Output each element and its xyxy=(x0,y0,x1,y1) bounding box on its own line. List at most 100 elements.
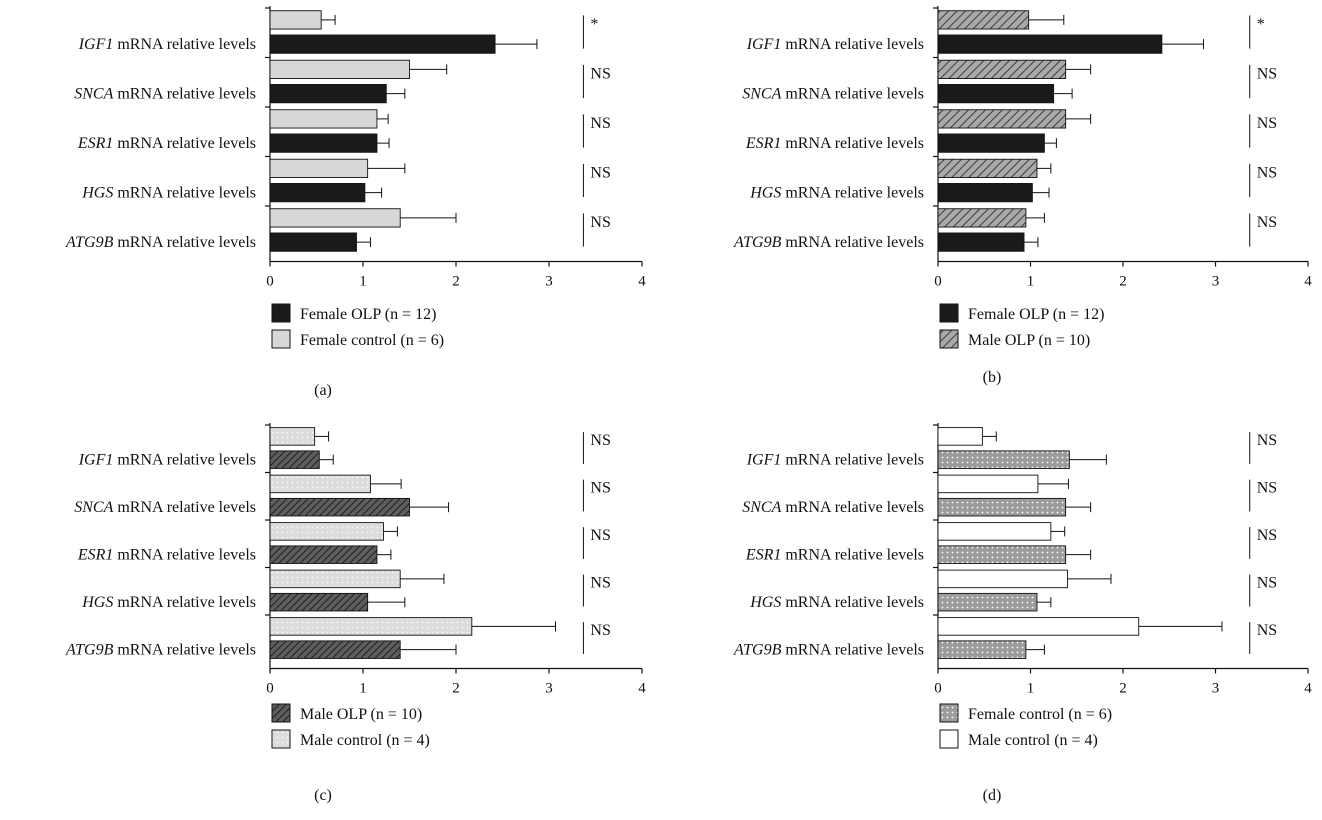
significance-label: NS xyxy=(590,164,610,181)
gene-name: HGS xyxy=(81,594,113,611)
significance-label: NS xyxy=(590,65,610,82)
significance-label: NS xyxy=(590,574,610,591)
gene-name: SNCA xyxy=(74,86,113,103)
category-label: HGS mRNA relative levels xyxy=(81,185,256,202)
bar xyxy=(937,208,1027,228)
category-label: SNCA mRNA relative levels xyxy=(74,499,256,516)
category-label: ATG9B mRNA relative levels xyxy=(65,234,256,251)
x-tick-label: 2 xyxy=(1119,274,1127,290)
legend-label: Male OLP (n = 10) xyxy=(300,706,422,723)
gene-name: IGF1 xyxy=(78,36,114,53)
bar xyxy=(937,84,1055,104)
gene-name: SNCA xyxy=(742,86,781,103)
panel-caption: (b) xyxy=(983,369,1002,386)
category-suffix: mRNA relative levels xyxy=(113,594,256,611)
x-tick-label: 4 xyxy=(638,274,646,290)
panel-caption: (c) xyxy=(314,787,332,804)
category-suffix: mRNA relative levels xyxy=(781,547,924,564)
gene-name: IGF1 xyxy=(746,36,782,53)
significance-label: NS xyxy=(1257,622,1277,639)
legend-n: (n = 12) xyxy=(385,306,437,323)
legend-label: Female OLP (n = 12) xyxy=(968,306,1104,323)
gene-name: ATG9B xyxy=(733,234,782,251)
significance-label: NS xyxy=(590,432,610,449)
category-suffix: mRNA relative levels xyxy=(781,594,924,611)
category-suffix: mRNA relative levels xyxy=(781,36,924,53)
category-label: ATG9B mRNA relative levels xyxy=(65,642,256,659)
significance-label: NS xyxy=(1257,115,1277,132)
bar xyxy=(269,84,387,104)
category-suffix: mRNA relative levels xyxy=(113,185,256,202)
category-suffix: mRNA relative levels xyxy=(113,234,256,251)
legend-label: Male OLP (n = 10) xyxy=(968,332,1090,349)
bar xyxy=(269,232,357,252)
gene-name: IGF1 xyxy=(78,452,114,469)
bar xyxy=(269,569,401,589)
gene-name: ATG9B xyxy=(65,234,114,251)
category-label: ATG9B mRNA relative levels xyxy=(733,642,924,659)
bar xyxy=(937,427,983,446)
significance-label: NS xyxy=(590,115,610,132)
gene-name: SNCA xyxy=(74,499,113,516)
bar xyxy=(937,474,1039,494)
legend-swatch xyxy=(271,729,291,749)
x-tick-label: 2 xyxy=(452,681,460,697)
category-label: HGS mRNA relative levels xyxy=(81,594,256,611)
legend-text: Female OLP xyxy=(968,306,1053,323)
significance-label: NS xyxy=(590,479,610,496)
bar xyxy=(937,640,1027,659)
significance-label: NS xyxy=(1257,479,1277,496)
bar xyxy=(269,474,371,494)
panel-caption: (a) xyxy=(314,382,332,399)
gene-name: SNCA xyxy=(742,499,781,516)
gene-name: HGS xyxy=(749,185,781,202)
bar xyxy=(269,640,401,659)
category-label: ATG9B mRNA relative levels xyxy=(733,234,924,251)
legend-swatch xyxy=(271,703,291,723)
bar xyxy=(937,34,1163,54)
legend-n: (n = 4) xyxy=(386,732,430,749)
category-label: ESR1 mRNA relative levels xyxy=(745,135,924,152)
category-suffix: mRNA relative levels xyxy=(113,499,256,516)
legend-n: (n = 6) xyxy=(400,332,444,349)
gene-name: ESR1 xyxy=(745,547,782,564)
legend-text: Male control xyxy=(968,732,1054,749)
gene-name: ATG9B xyxy=(733,642,782,659)
significance-label: NS xyxy=(1257,527,1277,544)
bar xyxy=(937,59,1067,79)
x-tick-label: 3 xyxy=(1212,681,1220,697)
legend-text: Male control xyxy=(300,732,386,749)
legend-swatch xyxy=(939,729,959,749)
x-tick-label: 4 xyxy=(1304,681,1312,697)
category-suffix: mRNA relative levels xyxy=(781,234,924,251)
significance-label: NS xyxy=(590,527,610,544)
bar xyxy=(937,592,1038,612)
chart-panel: 0 1 2 3 4 IGF1 mRNA relative levels * SNCA mRNA… xyxy=(733,6,1312,386)
bar xyxy=(937,497,1067,517)
bar xyxy=(937,450,1070,469)
category-label: HGS mRNA relative levels xyxy=(749,594,924,611)
legend-text: Male OLP xyxy=(300,706,371,723)
category-suffix: mRNA relative levels xyxy=(781,499,924,516)
bar xyxy=(937,10,1030,30)
gene-name: ATG9B xyxy=(65,642,114,659)
significance-label: NS xyxy=(1257,65,1277,82)
category-label: ESR1 mRNA relative levels xyxy=(77,135,256,152)
legend-label: Female control (n = 6) xyxy=(968,706,1112,723)
category-suffix: mRNA relative levels xyxy=(113,452,256,469)
legend-text: Female control xyxy=(968,706,1068,723)
bar xyxy=(269,617,473,636)
category-suffix: mRNA relative levels xyxy=(113,36,256,53)
category-suffix: mRNA relative levels xyxy=(781,185,924,202)
legend-n: (n = 10) xyxy=(1039,332,1091,349)
x-tick-label: 1 xyxy=(359,681,367,697)
category-suffix: mRNA relative levels xyxy=(781,86,924,103)
category-label: IGF1 mRNA relative levels xyxy=(746,452,924,469)
category-suffix: mRNA relative levels xyxy=(781,642,924,659)
category-label: ESR1 mRNA relative levels xyxy=(77,547,256,564)
gene-name: HGS xyxy=(749,594,781,611)
bar xyxy=(937,545,1067,564)
bar xyxy=(269,208,401,228)
bar xyxy=(937,522,1052,541)
